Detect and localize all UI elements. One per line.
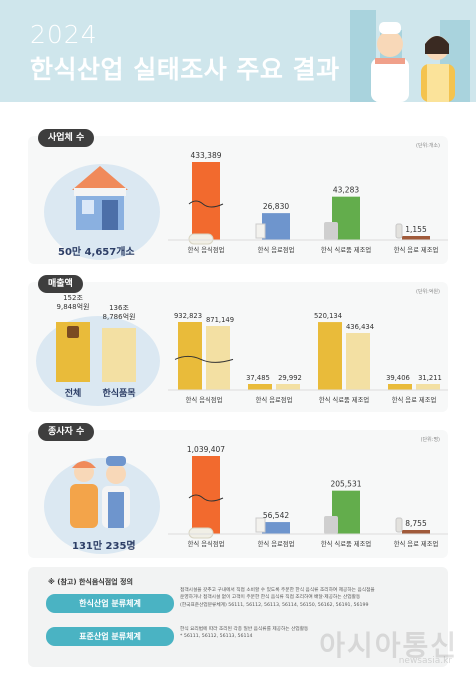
bar-value-label: 43,283 — [333, 186, 359, 195]
businesses-panel: 사업체 수 (단위:개소) 50만 4,657개소 433,389 한식 음식점업… — [28, 129, 448, 264]
product-box-icon — [67, 326, 79, 338]
bar — [388, 384, 412, 390]
category-label: 한식 식료품 제조업 — [319, 395, 369, 404]
hansik-classification-button[interactable]: 한식산업 분류체계 — [46, 594, 174, 613]
chefs-illustration — [371, 22, 455, 102]
note-line: 한식 요리법에 따라 조리된 각종 일반 음식류를 제공하는 산업활동 — [180, 627, 309, 632]
bar — [206, 326, 230, 390]
sales-total-label: 전체 — [64, 389, 82, 399]
watermark: 아시아통신 — [319, 629, 458, 662]
category-label: 한식 식료품 제조업 — [321, 245, 371, 254]
bar-value-label: 8,755 — [405, 519, 427, 528]
category-label: 한식 음료 제조업 — [394, 539, 439, 548]
note-text-2: 한식 요리법에 따라 조리된 각종 일반 음식류를 제공하는 산업활동 * 56… — [180, 626, 440, 641]
page-year: 2024 — [30, 20, 98, 49]
bar — [262, 522, 290, 534]
sales-hansik-label: 한식품목 — [102, 389, 136, 399]
unit-label: (단위:억원) — [416, 289, 440, 295]
note-text-1: 접객시설을 갖추고 구내에서 직접 소비할 수 있도록 주문한 한식 음식류 조… — [180, 587, 440, 609]
note-line: 접객시설을 갖추고 구내에서 직접 소비할 수 있도록 주문한 한식 음식류 조… — [180, 588, 375, 593]
bottle-icon — [395, 223, 403, 239]
unit-label: (단위:명) — [420, 437, 440, 443]
store-icon — [72, 166, 128, 230]
cup-icon — [255, 517, 266, 533]
bar — [346, 333, 370, 390]
axis-break-mark — [174, 355, 234, 363]
bar-value-label: 436,434 — [346, 323, 374, 331]
watermark-url: newsasia.kr — [398, 656, 452, 666]
bar — [248, 384, 272, 390]
bar — [402, 236, 430, 240]
note-line: * 56111, 56112, 56113, 56114 — [180, 634, 253, 640]
category-label: 한식 음료 제조업 — [394, 245, 439, 254]
sales-total-value: 152조 9,848억원 — [56, 294, 90, 312]
bowl-icon — [188, 527, 214, 539]
bar-value-label: 37,485 — [246, 374, 270, 382]
bar-value-label: 56,542 — [263, 511, 289, 520]
axis-break-mark — [188, 494, 224, 502]
note-title: ※ (참고) 한식음식점업 정의 — [48, 578, 133, 586]
bar — [262, 213, 290, 240]
bar — [402, 530, 430, 534]
category-label: 한식 음료점업 — [256, 395, 293, 404]
bar — [416, 384, 440, 390]
bar-value-label: 520,134 — [314, 312, 342, 320]
employees-chart: 1,039,407 한식 음식점업 56,542 한식 음료점업 205,531 한식 식… — [168, 445, 448, 548]
section-label-employees: 종사자 수 — [38, 423, 95, 441]
category-label: 한식 음식점업 — [186, 395, 223, 404]
cup-icon — [255, 223, 266, 239]
bar-value-label: 26,830 — [263, 202, 289, 211]
sales-hansik-value: 136조 8,786억원 — [102, 304, 136, 322]
category-label: 한식 음료점업 — [258, 539, 295, 548]
machine-icon — [324, 516, 338, 534]
bar — [318, 322, 342, 390]
note-line: 운영하거나 접객시설 없이 고객이 주문한 한식 음식류 직접 조리하여 배달·… — [180, 595, 361, 601]
bar-value-label: 433,389 — [190, 151, 221, 160]
bar-value-label: 1,155 — [405, 225, 427, 234]
page-title: 한식산업 실태조사 주요 결과 — [30, 55, 340, 84]
bar-value-label: 29,992 — [278, 374, 302, 382]
businesses-chart: 433,389 한식 음식점업 26,830 한식 음료점업 43,283 한식 식료품 … — [168, 151, 448, 254]
bar-value-label: 31,211 — [418, 374, 442, 382]
category-label: 한식 식료품 제조업 — [321, 539, 371, 548]
bottle-icon — [395, 517, 403, 533]
businesses-total: 50만 4,657개소 — [58, 247, 135, 258]
standard-classification-button[interactable]: 표준산업 분류체계 — [46, 627, 174, 646]
bar — [276, 384, 300, 390]
bar-value-label: 1,039,407 — [187, 445, 225, 454]
note-line: (한국표준산업분류체계) 56111, 56112, 56113, 56114,… — [180, 602, 369, 608]
workers-icon — [70, 456, 130, 528]
sales-panel: 매출액 (단위:억원) 152조 9,848억원 전체 136조 8,786억원… — [28, 275, 448, 412]
category-label: 한식 음식점업 — [188, 245, 225, 254]
definition-note: ※ (참고) 한식음식점업 정의 한식산업 분류체계 접객시설을 갖추고 구내에… — [28, 567, 448, 667]
bar-value-label: 932,823 — [174, 312, 202, 320]
bowl-icon — [188, 233, 214, 245]
axis-break-mark — [188, 200, 224, 208]
bar-value-label: 205,531 — [330, 480, 361, 489]
sales-chart: 932,823 871,149 한식 음식점업 37,485 29,992 한식 음료점업… — [168, 312, 448, 404]
page-header: 2024 한식산업 실태조사 주요 결과 — [0, 0, 476, 102]
bar-value-label: 871,149 — [206, 316, 234, 324]
section-label-businesses: 사업체 수 — [38, 129, 95, 147]
unit-label: (단위:개소) — [416, 143, 440, 149]
machine-icon — [324, 222, 338, 240]
category-label: 한식 음료 제조업 — [392, 395, 437, 404]
employees-total: 131만 235명 — [72, 541, 136, 552]
section-label-sales: 매출액 — [38, 275, 83, 293]
category-label: 한식 음식점업 — [188, 539, 225, 548]
category-label: 한식 음료점업 — [258, 245, 295, 254]
employees-panel: 종사자 수 (단위:명) 131만 235명 1,039,407 한식 음식점업 5… — [28, 423, 448, 558]
bar-value-label: 39,406 — [386, 374, 410, 382]
sales-hansik-bar — [102, 328, 136, 382]
